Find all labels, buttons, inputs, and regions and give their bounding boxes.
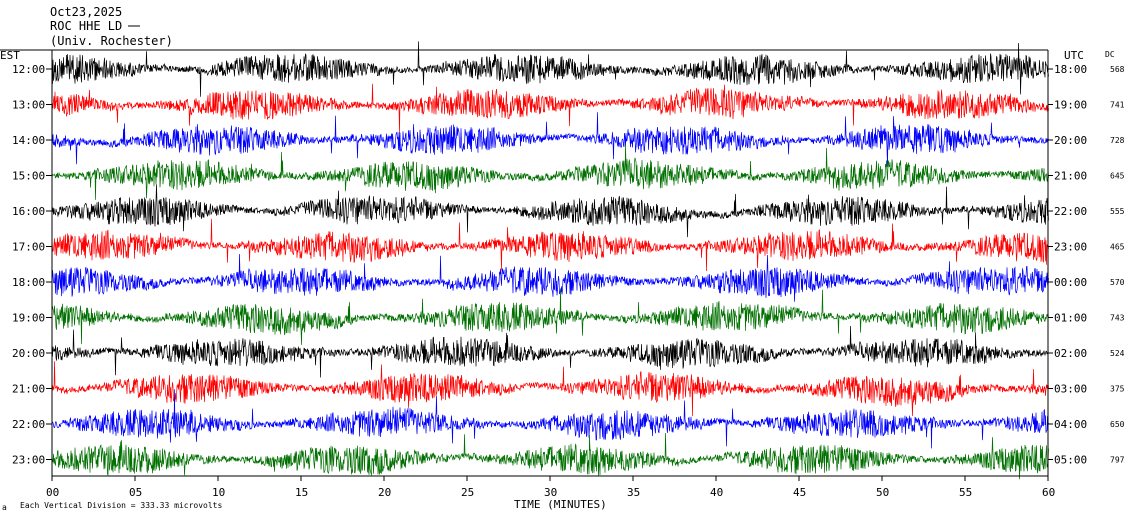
x-tick-label: 15 — [295, 486, 308, 499]
x-tick-label: 55 — [959, 486, 972, 499]
utc-label: 00:00 — [1054, 276, 1087, 289]
trace-line-1800 — [51, 253, 1049, 302]
x-tick-label: 30 — [544, 486, 557, 499]
est-label: 15:00 — [12, 170, 45, 183]
dc-value: 728 — [1110, 136, 1125, 145]
utc-label: 03:00 — [1054, 383, 1087, 396]
dc-value: 797 — [1110, 456, 1125, 465]
utc-label: 20:00 — [1054, 134, 1087, 147]
x-tick-label: 00 — [46, 486, 59, 499]
est-label: 22:00 — [12, 418, 45, 431]
trace-line-2100 — [51, 361, 1049, 417]
x-tick-label: 35 — [627, 486, 640, 499]
x-tick-label: 45 — [793, 486, 806, 499]
header-date: Oct23,2025 — [50, 5, 122, 19]
dc-value: 650 — [1110, 420, 1125, 429]
est-label: 17:00 — [12, 241, 45, 254]
est-label: 12:00 — [12, 63, 45, 76]
dc-value: 465 — [1110, 243, 1125, 252]
trace-line-1600 — [51, 184, 1049, 238]
x-tick-label: 20 — [378, 486, 391, 499]
est-label: 20:00 — [12, 347, 45, 360]
left-axis-title: EST — [0, 49, 20, 62]
utc-label: 18:00 — [1054, 63, 1087, 76]
dc-column-title: DC — [1105, 50, 1115, 59]
trace-line-2000 — [51, 325, 1049, 378]
dc-offset-labels: 568 741 728 645 555 465 570 743 524 375 650 797 — [1110, 65, 1125, 465]
est-label: 18:00 — [12, 276, 45, 289]
utc-label: 21:00 — [1054, 170, 1087, 183]
utc-label: 22:00 — [1054, 205, 1087, 218]
trace-line-1400 — [51, 112, 1049, 167]
trace-line-1300 — [51, 83, 1049, 134]
est-hour-labels: 12:00 13:00 14:00 15:00 16:00 17:00 18:00 19:00… — [12, 63, 52, 467]
dc-value: 375 — [1110, 385, 1125, 394]
utc-label: 04:00 — [1054, 418, 1087, 431]
dc-value: 570 — [1110, 278, 1125, 287]
x-axis-ticks: 00 05 10 15 20 25 30 35 40 45 50 55 60 — [46, 476, 1055, 499]
trace-line-2300 — [51, 432, 1049, 480]
plot-frame — [0, 49, 1049, 477]
est-label: 23:00 — [12, 454, 45, 467]
est-label: 14:00 — [12, 134, 45, 147]
x-tick-label: 10 — [212, 486, 225, 499]
footer-mark: a — [2, 503, 7, 512]
footer-scale-text: Each Vertical Division = 333.33 microvol… — [20, 501, 222, 510]
dc-value: 645 — [1110, 172, 1125, 181]
dc-value: 743 — [1110, 314, 1125, 323]
right-axis-title: UTC — [1064, 49, 1084, 62]
header-location: (Univ. Rochester) — [50, 34, 173, 48]
utc-label: 01:00 — [1054, 312, 1087, 325]
est-label: 13:00 — [12, 99, 45, 112]
trace-line-2200 — [51, 389, 1049, 449]
utc-label: 19:00 — [1054, 99, 1087, 112]
trace-line-1200 — [51, 41, 1049, 97]
utc-label: 02:00 — [1054, 347, 1087, 360]
x-tick-label: 05 — [129, 486, 142, 499]
x-tick-label: 50 — [876, 486, 889, 499]
est-label: 16:00 — [12, 205, 45, 218]
dc-value: 741 — [1110, 101, 1125, 110]
x-tick-label: 40 — [710, 486, 723, 499]
trace-line-1900 — [51, 288, 1049, 345]
trace-line-1500 — [51, 144, 1049, 200]
x-tick-label: 60 — [1042, 486, 1055, 499]
est-label: 19:00 — [12, 312, 45, 325]
header-station: ROC HHE LD — [50, 19, 122, 33]
utc-label: 23:00 — [1054, 241, 1087, 254]
x-axis-label: TIME (MINUTES) — [514, 498, 607, 511]
dc-value: 555 — [1110, 207, 1125, 216]
seismic-traces — [51, 41, 1049, 480]
trace-line-1700 — [51, 218, 1049, 272]
est-label: 21:00 — [12, 383, 45, 396]
utc-hour-labels: 18:00 19:00 20:00 21:00 22:00 23:00 00:00 01:00… — [1048, 63, 1087, 467]
dc-value: 524 — [1110, 349, 1125, 358]
x-tick-label: 25 — [461, 486, 474, 499]
dc-value: 568 — [1110, 65, 1125, 74]
utc-label: 05:00 — [1054, 454, 1087, 467]
